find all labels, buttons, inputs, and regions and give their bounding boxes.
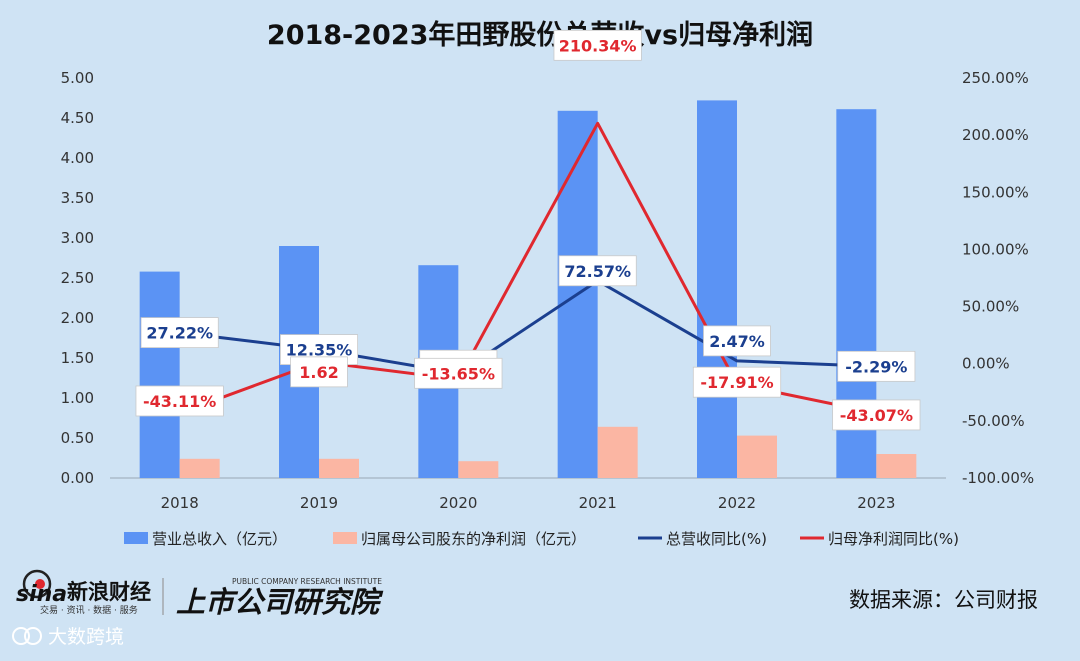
revenue-growth-label-box [703,325,771,357]
revenue-bar [139,271,180,478]
watermark-icon-2 [24,627,42,645]
y-right-tick-label: 100.00% [962,240,1029,258]
chart-title: 2018-2023年田野股份总营收vs归母净利润 [267,19,813,51]
legend-item: 营业总收入（亿元） [124,530,287,548]
profit-growth-label: -43.11% [135,385,224,417]
y-right-tick-label: 150.00% [962,183,1029,201]
x-tick-label: 2019 [300,494,338,512]
legend-item: 归母净利润同比(%) [800,530,959,548]
profit-bar [597,426,638,478]
data-labels-layer: 27.22%12.35%-8.31%72.57%2.47%-2.29%-43.1… [135,29,921,431]
revenue-growth-label-box [558,255,637,287]
sina-brand-text: sina [16,582,67,607]
bars-layer [139,100,917,479]
x-tick-label: 2023 [857,494,895,512]
institute-en-text: PUBLIC COMPANY RESEARCH INSTITUTE [232,577,382,586]
profit-growth-label-text: -13.65% [422,364,495,383]
legend-swatch [124,532,148,544]
institute-cn-text: 上市公司研究院 [176,585,384,619]
profit-growth-label-box [832,399,921,431]
profit-growth-label: -13.65% [414,357,503,389]
profit-growth-label-box [290,356,348,388]
y-left-tick-label: 2.50 [61,269,94,287]
profit-growth-label-text: -43.11% [143,392,216,411]
profit-bar [458,461,499,478]
source-note: 数据来源：公司财报 [849,588,1038,612]
y-left-tick-label: 4.50 [61,109,94,127]
sina-eye-pupil-icon [35,579,45,589]
institute-logo: PUBLIC COMPANY RESEARCH INSTITUTE 上市公司研究… [176,577,384,619]
footer: sina 新浪财经 交易 · 资讯 · 数据 · 服务 PUBLIC COMPA… [12,569,1038,648]
x-tick-label: 2020 [439,494,477,512]
y-left-tick-label: 2.00 [61,309,94,327]
profit-growth-label-box [553,29,642,61]
legend-label: 总营收同比(%) [666,530,767,548]
legend-item: 总营收同比(%) [638,530,767,548]
revenue-growth-label-box [837,350,916,382]
revenue-growth-label-text: 2.47% [709,332,765,351]
revenue-bar [697,100,737,479]
y-left-tick-label: 3.50 [61,189,94,207]
profit-bar [737,435,777,478]
revenue-growth-label: 27.22% [140,317,219,349]
sina-cn-text: 新浪财经 [67,580,151,604]
y-left-tick-label: 4.00 [61,149,94,167]
y-left-tick-label: 0.00 [61,469,94,487]
y-right-tick-label: 0.00% [962,355,1010,373]
profit-growth-label-text: -43.07% [840,406,913,425]
revenue-growth-label: 2.47% [703,325,771,357]
revenue-growth-label-text: 27.22% [146,324,213,343]
profit-bar [319,458,359,478]
y-left-tick-label: 1.50 [61,349,94,367]
sina-sub-text: 交易 · 资讯 · 数据 · 服务 [40,604,138,616]
profit-bar [876,454,917,478]
profit-bar [179,458,220,478]
legend: 营业总收入（亿元） 归属母公司股东的净利润（亿元） 总营收同比(%) 归母净利润同比(… [124,530,959,548]
y-right-tick-label: -50.00% [962,412,1025,430]
y-right-tick-label: 250.00% [962,69,1029,87]
revenue-growth-label: 72.57% [558,255,637,287]
revenue-growth-label-text: 72.57% [564,262,631,281]
y-left-tick-label: 5.00 [61,69,94,87]
y-left-tick-label: 3.00 [61,229,94,247]
legend-item: 归属母公司股东的净利润（亿元） [333,530,586,548]
revenue-growth-label-text: -2.29% [845,357,907,376]
watermark-icon [12,627,30,645]
revenue-growth-label-box [140,317,219,349]
profit-growth-label-box [135,385,224,417]
y-right-tick-label: 200.00% [962,126,1029,144]
y-right-tick-label: 50.00% [962,298,1019,316]
profit-growth-label-text: 210.34% [559,36,637,55]
profit-growth-label-text: -17.91% [700,373,773,392]
sina-logo: sina 新浪财经 交易 · 资讯 · 数据 · 服务 [16,569,151,616]
legend-swatch [333,532,357,544]
revenue-growth-label-text: 12.35% [286,341,353,360]
axes-layer: 5.00 4.50 4.00 3.50 3.00 2.50 2.00 1.50 1.00 0.50… [61,69,1035,512]
profit-growth-label: -43.07% [832,399,921,431]
x-tick-label: 2021 [579,494,617,512]
x-tick-label: 2018 [161,494,199,512]
profit-growth-label: 1.62 [290,356,348,388]
profit-growth-label-box [692,366,782,398]
revenue-growth-label: -2.29% [837,350,916,382]
x-tick-label: 2022 [718,494,756,512]
profit-growth-label-box [414,357,503,389]
watermark: 大数跨境 [12,626,124,648]
sina-eye-icon [22,569,52,599]
watermark-text: 大数跨境 [48,626,124,648]
legend-label: 归母净利润同比(%) [828,530,959,548]
y-left-tick-label: 0.50 [61,429,94,447]
y-left-tick-label: 1.00 [61,389,94,407]
legend-label: 营业总收入（亿元） [152,530,287,548]
profit-growth-label: 210.34% [553,29,642,61]
profit-growth-label-text: 1.62 [299,363,338,382]
y-right-tick-label: -100.00% [962,469,1034,487]
profit-growth-label: -17.91% [692,366,782,398]
legend-label: 归属母公司股东的净利润（亿元） [361,530,586,548]
